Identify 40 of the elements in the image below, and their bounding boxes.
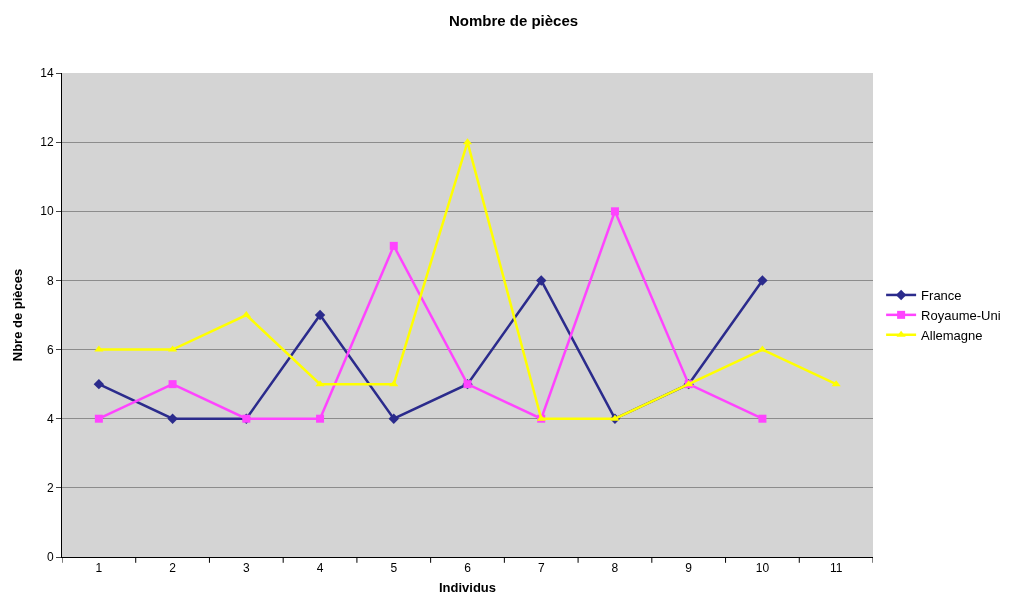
point (94, 414, 103, 423)
x-tick-label: 11 (829, 561, 843, 576)
x-tick-label: 9 (685, 561, 693, 576)
x-tick-label: 1 (95, 561, 103, 576)
point (536, 275, 547, 286)
x-tick-label: 8 (611, 561, 619, 576)
point (316, 414, 325, 423)
point (758, 414, 767, 423)
x-tick-label: 2 (169, 561, 177, 576)
y-tick-label: 12 (40, 135, 54, 150)
legend-label: Royaume-Uni (921, 307, 1001, 323)
x-axis-title: Individus (438, 580, 497, 595)
point (315, 380, 325, 387)
point (389, 380, 399, 387)
y-tick-label: 0 (46, 550, 54, 565)
x-tick-label: 3 (242, 561, 250, 576)
y-tick-label: 10 (40, 204, 54, 219)
x-tick-label: 7 (537, 561, 545, 576)
y-tick-label: 6 (46, 342, 54, 357)
chart-title: Nombre de pièces (448, 11, 579, 29)
x-tick-label: 4 (316, 561, 324, 576)
legend-label: France (921, 288, 962, 304)
y-tick-label: 8 (46, 273, 54, 288)
point (94, 345, 104, 352)
point (388, 413, 399, 424)
legend-label: Allemagne (921, 327, 983, 343)
x-tick-label: 10 (755, 561, 770, 576)
point (610, 207, 619, 216)
y-tick-label: 14 (40, 66, 54, 81)
point (93, 378, 105, 390)
x-tick-label: 5 (390, 561, 398, 576)
y-axis-title: Nbre de pièces (10, 268, 26, 362)
x-tick-label: 6 (464, 561, 472, 576)
point (314, 309, 326, 321)
point (168, 380, 177, 389)
point (757, 275, 768, 286)
y-tick-label: 2 (46, 481, 54, 496)
y-tick-label: 4 (46, 411, 54, 426)
point (389, 241, 398, 250)
point (167, 413, 178, 424)
